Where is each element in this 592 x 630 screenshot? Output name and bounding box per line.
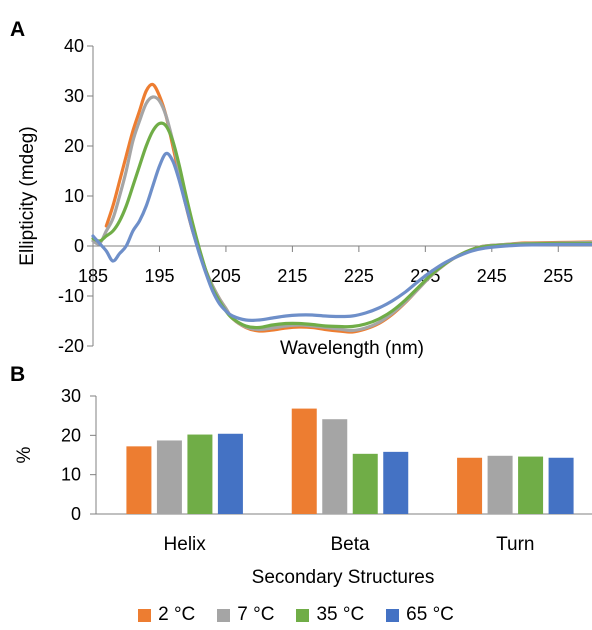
bar-helix-35C bbox=[187, 434, 213, 514]
y-tick-label-a: 0 bbox=[74, 236, 84, 256]
y-tick-label-a: -10 bbox=[58, 286, 84, 306]
y-tick-label-a: -20 bbox=[58, 336, 84, 356]
series-line-2C bbox=[104, 82, 592, 334]
bar-beta-35C bbox=[352, 453, 378, 514]
legend-swatch bbox=[296, 608, 310, 622]
bar-beta-2C bbox=[291, 408, 317, 514]
category-label-helix: Helix bbox=[164, 534, 207, 555]
bar-helix-2C bbox=[126, 446, 152, 514]
x-tick-label-a: 185 bbox=[78, 266, 108, 286]
y-tick-label-b: 0 bbox=[71, 504, 81, 524]
y-tick-label-a: 20 bbox=[64, 136, 84, 156]
x-axis-label-b: Secondary Structures bbox=[252, 567, 435, 588]
x-tick-label-a: 245 bbox=[477, 266, 507, 286]
x-tick-label-a: 205 bbox=[211, 266, 241, 286]
y-axis-label-a: Ellipticity (mdeg) bbox=[17, 126, 38, 265]
legend-item-35C: 35 °C bbox=[296, 604, 364, 626]
x-tick-label-a: 195 bbox=[144, 266, 174, 286]
legend-item-7C: 7 °C bbox=[217, 604, 274, 626]
bar-beta-65C_bar bbox=[383, 451, 409, 514]
legend-item-65C_bar: 65 °C bbox=[386, 604, 454, 626]
x-tick-label-a: 255 bbox=[543, 266, 573, 286]
legend-label: 7 °C bbox=[237, 604, 275, 625]
panel-b-label: B bbox=[10, 363, 25, 386]
y-axis-label-b: % bbox=[14, 446, 35, 463]
series-line-65C bbox=[91, 151, 592, 322]
legend-label: 35 °C bbox=[316, 604, 365, 625]
category-label-beta: Beta bbox=[330, 534, 370, 555]
y-tick-label-b: 20 bbox=[61, 425, 81, 445]
bar-helix-65C_bar bbox=[217, 433, 243, 514]
y-tick-label-a: 30 bbox=[64, 86, 84, 106]
y-tick-label-b: 10 bbox=[61, 465, 81, 485]
x-axis-label-a: Wavelength (nm) bbox=[280, 338, 424, 359]
bar-turn-7C bbox=[487, 455, 513, 514]
y-tick-label-a: 40 bbox=[64, 36, 84, 56]
x-tick-label-a: 225 bbox=[344, 266, 374, 286]
bar-turn-65C_bar bbox=[548, 457, 574, 514]
category-label-turn: Turn bbox=[496, 534, 534, 555]
x-tick-label-a: 215 bbox=[277, 266, 307, 286]
panel-a-label: A bbox=[10, 18, 25, 41]
y-tick-label-b: 30 bbox=[61, 386, 81, 406]
legend-swatch bbox=[138, 608, 152, 622]
legend: 2 °C 7 °C 35 °C 65 °C bbox=[0, 604, 592, 626]
legend-swatch bbox=[386, 608, 400, 622]
y-tick-label-a: 10 bbox=[64, 186, 84, 206]
bar-turn-35C bbox=[518, 456, 544, 514]
bar-turn-2C bbox=[457, 457, 483, 514]
secondary-structure-bar-chart: 30 20 10 0 Helix Beta Turn % Secondary Struct… bbox=[14, 386, 592, 588]
legend-label: 2 °C bbox=[158, 604, 196, 625]
legend-label: 65 °C bbox=[406, 604, 454, 625]
legend-item-2C: 2 °C bbox=[138, 604, 195, 626]
legend-swatch bbox=[217, 608, 231, 622]
bar-beta-7C bbox=[322, 419, 348, 514]
bar-helix-7C bbox=[156, 440, 182, 514]
